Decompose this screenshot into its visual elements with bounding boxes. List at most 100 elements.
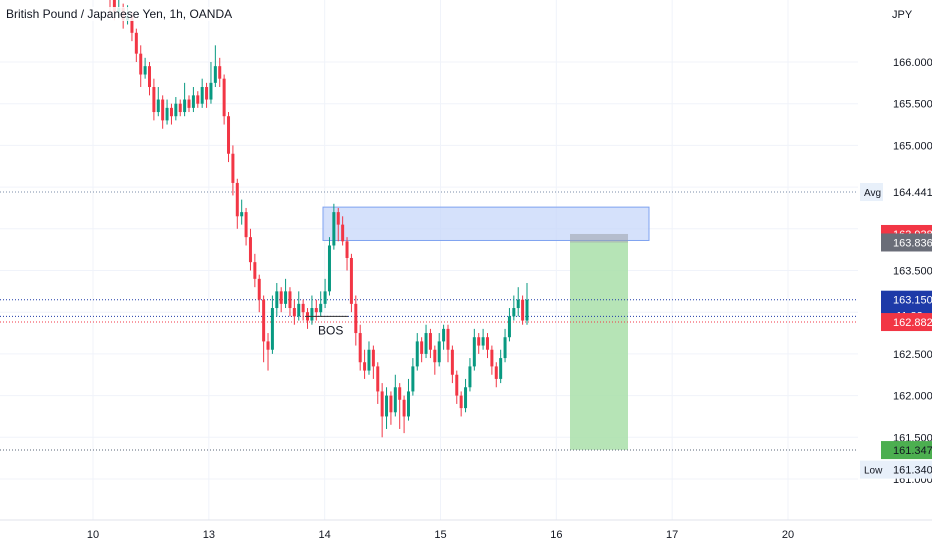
candle-series [109, 0, 529, 438]
candle-body [341, 224, 345, 242]
candle-body [323, 291, 327, 304]
avg-name: Avg [864, 188, 881, 199]
candle-body [165, 107, 169, 121]
avg-name-bg [860, 183, 883, 202]
candle-body [490, 349, 494, 367]
candle-body [464, 387, 468, 409]
candle-body [442, 328, 446, 342]
candle-body [354, 303, 358, 334]
candle-body [209, 82, 213, 100]
candle-body [314, 308, 318, 313]
candle-body [507, 316, 511, 338]
candle-body [262, 299, 266, 342]
candle-body [363, 362, 367, 371]
candle-body [257, 278, 261, 300]
candle-body [227, 116, 231, 154]
candle-body [345, 241, 349, 258]
drawing-layer [322, 206, 650, 450]
candle-body [411, 366, 415, 392]
candle-body [376, 366, 380, 392]
candle-body [213, 66, 217, 83]
candle-body [446, 328, 450, 350]
candle-body [393, 387, 397, 413]
x-tick-label: 16 [550, 529, 562, 541]
candle-body [266, 341, 270, 350]
y-tick-label: 166.000 [893, 57, 932, 69]
candle-body [516, 299, 520, 309]
candle-body [319, 303, 323, 313]
candle-body [161, 99, 165, 121]
candle-body [327, 245, 331, 292]
candle-body [380, 391, 384, 417]
y-tick-label: 162.000 [893, 391, 932, 403]
low-tag-bg [860, 460, 932, 479]
candle-body [174, 103, 178, 117]
candle-body [402, 399, 406, 417]
candle-body [494, 366, 498, 379]
candle-body [371, 349, 375, 367]
candle-body [183, 99, 187, 113]
candle-body [525, 299, 529, 321]
candle-body [288, 291, 292, 309]
candle-body [499, 358, 503, 379]
candle-body [358, 333, 362, 363]
y-tick-label: 165.000 [893, 140, 932, 152]
candle-body [512, 308, 516, 317]
candle-body [222, 78, 226, 117]
x-tick-label: 15 [434, 529, 446, 541]
target-price-label-bg [881, 441, 932, 460]
candle-body [187, 99, 191, 108]
candle-body [459, 395, 463, 409]
chart-title: British Pound / Japanese Yen, 1h, OANDA [4, 7, 235, 21]
candle-body [485, 337, 489, 350]
candle-body [169, 107, 173, 117]
candle-body [284, 291, 288, 304]
candle-body [218, 66, 222, 79]
candle-body [191, 95, 195, 108]
candle-body [521, 299, 525, 321]
bos-label: BOS [318, 323, 343, 337]
candle-body [292, 308, 296, 317]
candle-body [385, 395, 389, 417]
candle-body [301, 303, 305, 313]
candle-body [275, 291, 279, 309]
candle-body [477, 337, 481, 346]
axis-unit: JPY [892, 9, 913, 21]
candle-body [420, 341, 424, 354]
candle-body [178, 103, 182, 113]
candle-body [336, 212, 340, 225]
candle-body [349, 257, 353, 304]
x-tick-label: 17 [666, 529, 678, 541]
x-tick-label: 20 [782, 529, 794, 541]
candle-body [270, 308, 274, 350]
current-price-label: 163.150 [893, 295, 932, 307]
candle-body [148, 66, 152, 88]
target-box [570, 241, 628, 450]
candle-body [332, 212, 336, 246]
candle-body [253, 262, 257, 279]
candle-body [415, 341, 419, 367]
candle-body [367, 349, 371, 371]
candle-body [455, 374, 459, 396]
candle-body [398, 387, 402, 400]
entry-price-label-bg [881, 233, 932, 252]
low-price-label: 161.340 [893, 465, 932, 477]
candle-body [130, 16, 134, 33]
candle-body [279, 291, 283, 304]
candle-body [244, 212, 248, 238]
x-tick-label: 13 [203, 529, 215, 541]
x-tick-label: 14 [319, 529, 331, 541]
candle-body [139, 53, 143, 75]
low-name: Low [864, 466, 883, 477]
candle-body [200, 87, 204, 104]
candle-body [152, 87, 156, 113]
x-tick-label: 10 [87, 529, 99, 541]
candle-body [468, 366, 472, 388]
candle-body [310, 308, 314, 321]
avg-price-label: 164.441 [893, 187, 932, 199]
candle-body [143, 66, 147, 75]
price-axis: JPY166.000165.500165.000164.500164.00016… [860, 9, 932, 486]
candle-body [503, 337, 507, 359]
y-tick-label: 162.500 [893, 349, 932, 361]
